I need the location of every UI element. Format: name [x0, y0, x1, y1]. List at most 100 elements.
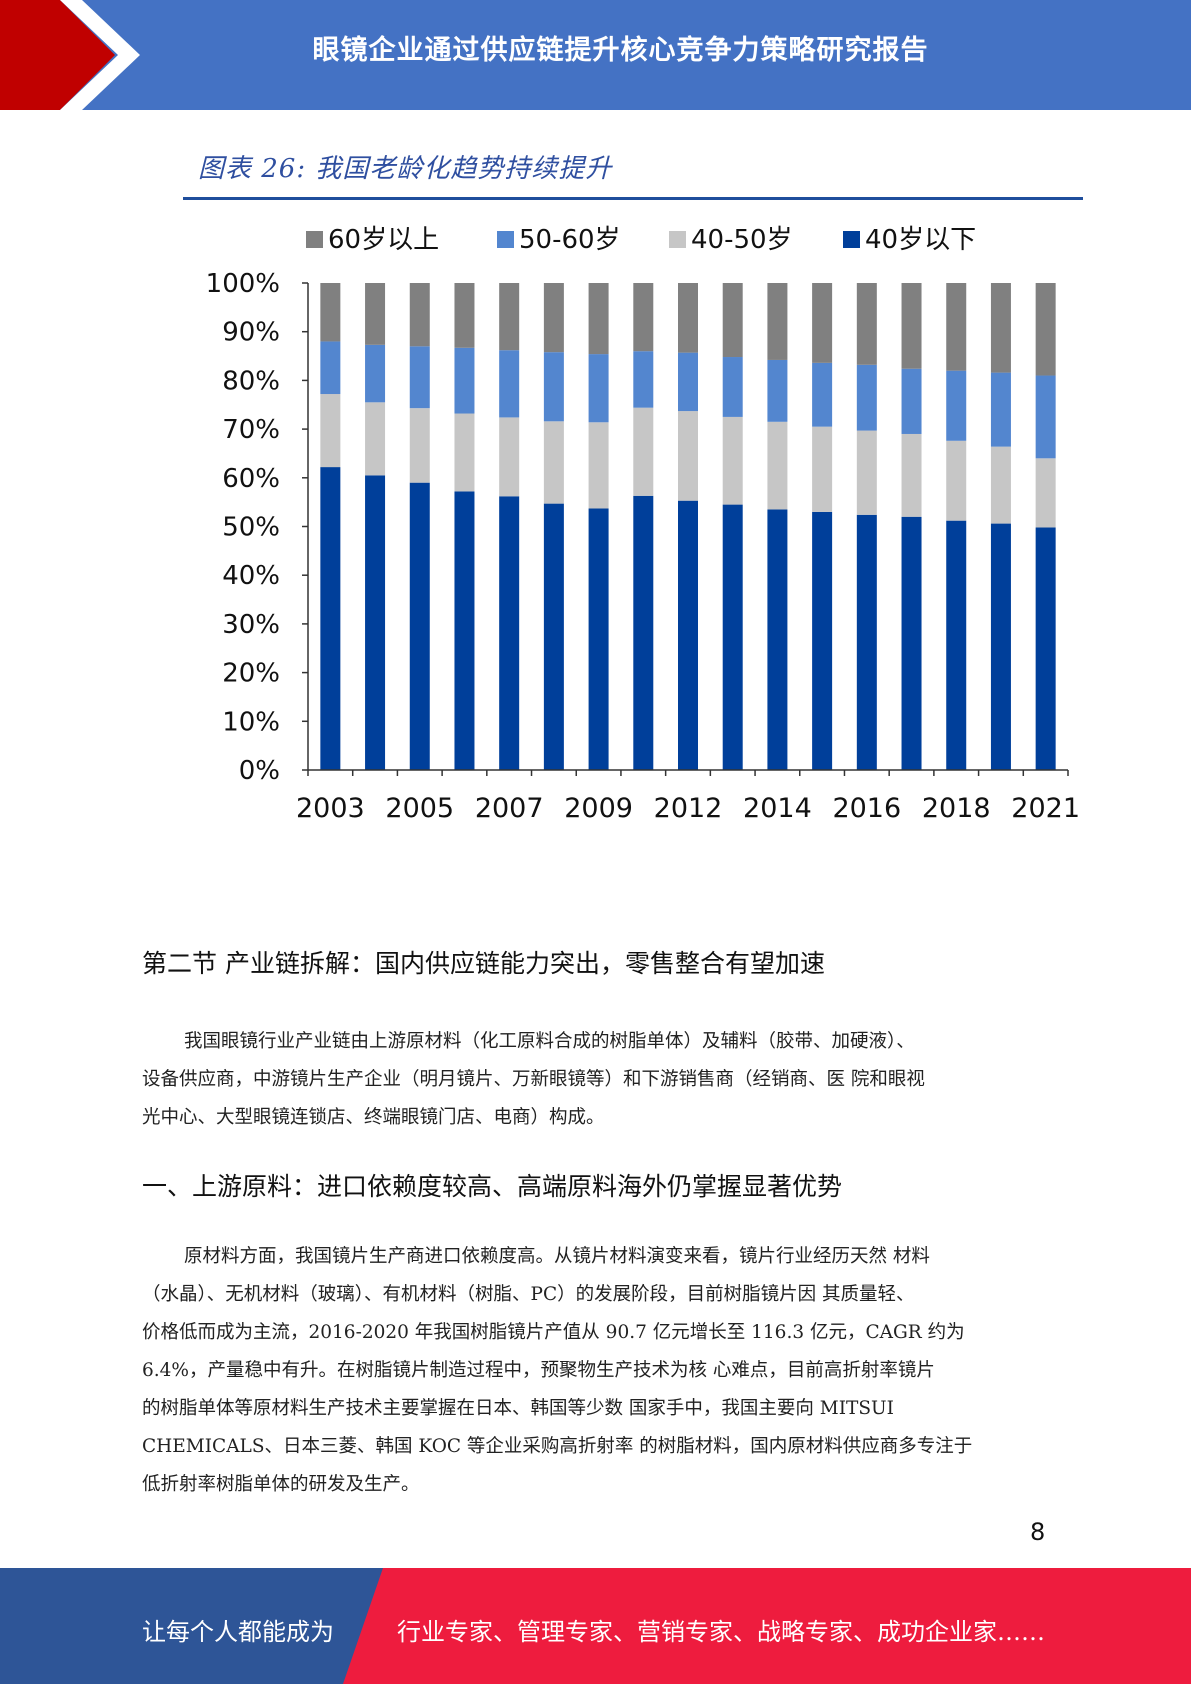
x-tick-label: 2018 — [922, 793, 991, 824]
bar-segment — [990, 283, 1011, 373]
bar-segment — [588, 422, 609, 509]
bar-segment — [588, 354, 609, 423]
y-tick-label: 10% — [222, 707, 280, 737]
bar-segment — [543, 503, 564, 770]
bar-segment — [946, 520, 967, 770]
bar-segment — [1035, 458, 1056, 528]
bar-segment — [990, 372, 1011, 447]
y-tick-label: 50% — [222, 513, 280, 543]
bar-segment — [588, 283, 609, 355]
page-header: 眼镜企业通过供应链提升核心竞争力策略研究报告 — [0, 0, 1191, 110]
section-title: 第二节 产业链拆解：国内供应链能力突出，零售整合有望加速 — [142, 949, 825, 978]
x-tick-label: 2012 — [654, 793, 723, 824]
bar-segment — [365, 402, 386, 476]
bar-segment — [678, 352, 698, 412]
y-tick-label: 0% — [239, 756, 280, 786]
bar-segment — [454, 413, 475, 492]
bar-segment — [409, 408, 430, 483]
page-footer: 让每个人都能成为 行业专家、管理专家、营销专家、战略专家、成功企业家…… — [0, 1568, 1191, 1684]
bar-segment — [901, 368, 922, 434]
bar-segment — [499, 417, 520, 497]
legend-label: 40-50岁 — [691, 225, 793, 255]
bar-segment — [409, 283, 430, 347]
bar-segment — [320, 341, 341, 395]
bar-segment — [454, 347, 475, 414]
y-tick-label: 80% — [222, 366, 280, 396]
bar-segment — [990, 523, 1011, 770]
report-title: 眼镜企业通过供应链提升核心竞争力策略研究报告 — [312, 35, 929, 66]
x-tick-label: 2014 — [743, 793, 812, 824]
bar-segment — [409, 482, 430, 770]
paragraph-line: 的树脂单体等原材料生产技术主要掌握在日本、韩国等少数 国家手中，我国主要向 MI… — [142, 1398, 894, 1419]
bar-segment — [365, 283, 386, 345]
bar-segment — [812, 362, 833, 427]
bar-segment — [320, 394, 341, 468]
bar-segment — [812, 283, 833, 363]
bar-segment — [1035, 375, 1056, 459]
bar-segment — [320, 283, 341, 342]
x-tick-label: 2005 — [385, 793, 454, 824]
bar-segment — [722, 283, 743, 358]
bar-segment — [856, 283, 877, 365]
paragraph-line: 6.4%，产量稳中有升。在树脂镜片制造过程中，预聚物生产技术为核 心难点，目前高… — [142, 1360, 935, 1381]
bar-segment — [633, 351, 654, 408]
bar-segment — [722, 357, 743, 417]
bar-segment — [499, 496, 520, 770]
x-axis: 2003 2005 2007 2009 2012 2014 2016 2018 2021 — [296, 769, 1080, 824]
bar-segment — [454, 491, 475, 770]
legend-swatch — [306, 231, 323, 248]
bar-segment — [543, 352, 564, 422]
subsection-paragraph: 原材料方面，我国镜片生产商进口依赖度高。从镜片材料演变来看，镜片行业经历天然 材… — [142, 1238, 1042, 1504]
bar-segment — [365, 344, 386, 403]
footer-slogan-left: 让每个人都能成为 — [142, 1618, 334, 1646]
bar-segment — [633, 495, 654, 770]
x-tick-label: 2003 — [296, 793, 365, 824]
bar-segment — [946, 440, 967, 521]
paragraph-line: 光中心、大型眼镜连锁店、终端眼镜门店、电商）构成。 — [142, 1107, 605, 1128]
y-tick-label: 70% — [222, 415, 280, 445]
paragraph-line: 我国眼镜行业产业链由上游原材料（化工原料合成的树脂单体）及辅料（胶带、加硬液）、 — [184, 1031, 915, 1052]
x-tick-label: 2007 — [475, 793, 544, 824]
bar-segment — [856, 430, 877, 515]
y-tick-label: 60% — [222, 464, 280, 494]
bar-segment — [320, 467, 341, 770]
bar-segment — [901, 516, 922, 770]
bar-segment — [767, 359, 788, 422]
bar-segment — [543, 283, 564, 353]
bar-segment — [633, 407, 654, 496]
bar-segment — [856, 514, 877, 770]
chart-legend: 60岁以上 50-60岁 40-50岁 40岁以下 — [306, 225, 976, 255]
y-axis: 0% 10% 20% 30% 40% 50% 60% 70% 80% 90% 100% — [206, 269, 309, 786]
bar-segment — [499, 350, 520, 418]
figure-rule — [183, 197, 1083, 200]
bar-segment — [633, 283, 654, 352]
bar-segment — [856, 364, 877, 431]
legend-label: 60岁以上 — [328, 225, 439, 255]
bar-segment — [678, 500, 698, 770]
bar-segment — [365, 475, 386, 770]
section-paragraph: 我国眼镜行业产业链由上游原材料（化工原料合成的树脂单体）及辅料（胶带、加硬液）、… — [142, 1023, 1042, 1137]
legend-swatch — [669, 231, 686, 248]
stacked-bar-chart: 60岁以上 50-60岁 40-50岁 40岁以下 0% 10% 20% 30% 40% 50%… — [206, 225, 1080, 824]
paragraph-line: 价格低而成为主流，2016-2020 年我国树脂镜片产值从 90.7 亿元增长至… — [142, 1322, 965, 1343]
y-tick-label: 20% — [222, 659, 280, 689]
x-tick-label: 2016 — [832, 793, 901, 824]
paragraph-line: 原材料方面，我国镜片生产商进口依赖度高。从镜片材料演变来看，镜片行业经历天然 材… — [184, 1246, 930, 1267]
footer-band — [0, 1568, 1191, 1684]
bar-segment — [767, 421, 788, 510]
header-arrow-decoration — [0, 0, 140, 110]
legend-swatch — [497, 231, 514, 248]
bar-segment — [454, 283, 475, 348]
x-tick-label: 2021 — [1011, 793, 1080, 824]
bar-segment — [543, 421, 564, 504]
bar-segment — [901, 433, 922, 517]
legend-label: 50-60岁 — [519, 225, 621, 255]
bar-segment — [767, 283, 788, 360]
bar-segment — [767, 509, 788, 770]
paragraph-line: CHEMICALS、日本三菱、韩国 KOC 等企业采购高折射率 的树脂材料，国内… — [142, 1436, 973, 1457]
bar-segment — [946, 370, 967, 441]
footer-slogan-right: 行业专家、管理专家、营销专家、战略专家、成功企业家…… — [397, 1618, 1045, 1646]
bar-segment — [946, 283, 967, 371]
y-tick-label: 90% — [222, 318, 280, 348]
bar-segment — [1035, 527, 1056, 770]
